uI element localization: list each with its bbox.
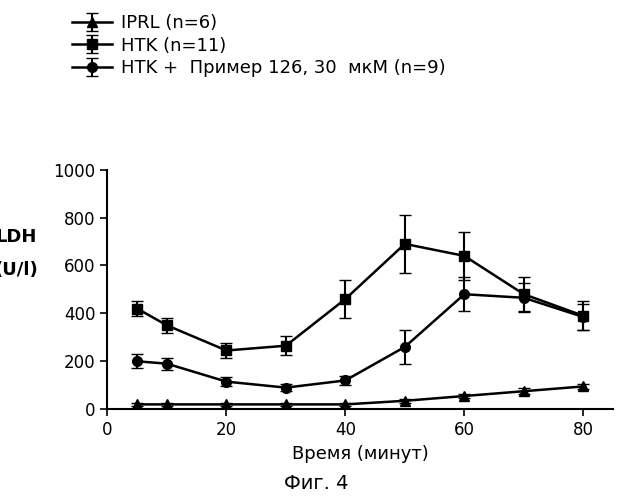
- Text: Фиг. 4: Фиг. 4: [284, 474, 348, 493]
- Text: (U/l): (U/l): [0, 261, 39, 279]
- Text: LDH: LDH: [0, 228, 37, 246]
- X-axis label: Время (минут): Время (минут): [292, 445, 428, 463]
- Legend: IPRL (n=6), HTK (n=11), HTK +  Пример 126, 30  мкМ (n=9): IPRL (n=6), HTK (n=11), HTK + Пример 126…: [72, 14, 446, 77]
